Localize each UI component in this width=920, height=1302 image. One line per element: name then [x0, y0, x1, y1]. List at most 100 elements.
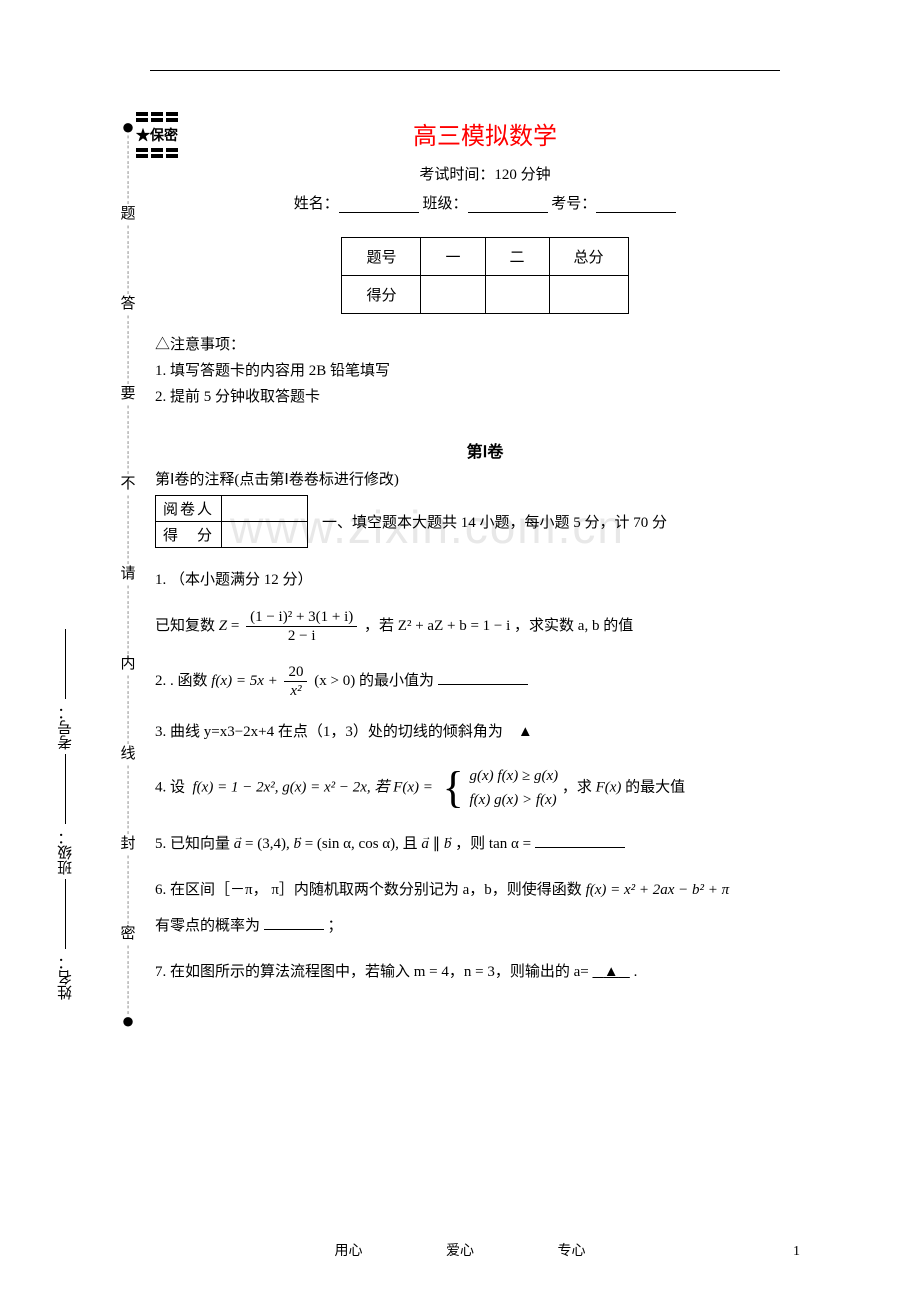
footer-text: 用心 — [335, 1240, 363, 1260]
q-text: ，若 — [364, 618, 394, 634]
q-text: 有零点的概率为 — [155, 918, 260, 934]
label-name: 姓名： — [294, 196, 339, 212]
q-points: （本小题满分 12 分） — [170, 572, 313, 588]
td[interactable] — [485, 276, 549, 314]
answer-mark[interactable]: ▲ — [518, 724, 533, 740]
blank-field[interactable] — [596, 199, 676, 213]
math: F(x) — [596, 779, 622, 795]
q-text: 的最大值 — [625, 779, 685, 795]
seal-char: 线 — [120, 744, 135, 764]
q-text: 曲线 y=x3−2x+4 在点（1，3）处的切线的倾斜角为 — [170, 724, 503, 740]
td[interactable] — [549, 276, 628, 314]
footer-text: 爱心 — [446, 1240, 474, 1260]
q-num: 7. — [155, 964, 166, 980]
q-num: 2. . — [155, 673, 174, 689]
question-4: 4. 设 f(x) = 1 − 2x², g(x) = x² − 2x, 若 F… — [155, 764, 815, 812]
q-num: 3. — [155, 724, 166, 740]
answer-mark[interactable]: ▲ — [604, 964, 619, 980]
blank-field[interactable] — [468, 199, 548, 213]
question-5: 5. 已知向量 →a = (3,4), →b = (sin α, cos α),… — [155, 830, 815, 858]
question-1: 1. （本小题满分 12 分） 已知复数 Z = (1 − i)² + 3(1 … — [155, 566, 815, 645]
math: = — [231, 618, 239, 634]
seal-line: ● ¦¦¦¦¦¦¦ 题 ¦¦¦¦¦¦¦ 答 ¦¦¦¦¦¦¦ 要 ¦¦¦¦¦¦¦ … — [120, 120, 136, 1180]
vector-b: →b — [444, 830, 452, 858]
td[interactable] — [222, 496, 308, 522]
notice-line: 1. 填写答题卡的内容用 2B 铅笔填写 — [155, 358, 815, 384]
q-num: 4. — [155, 779, 166, 795]
brace-icon: { — [443, 766, 464, 810]
q-text: 设 — [170, 779, 185, 795]
page-number: 1 — [793, 1244, 800, 1260]
seal-char: 请 — [120, 564, 135, 584]
q-text: ； — [328, 918, 343, 934]
math: = (3,4), — [245, 836, 293, 852]
cases: g(x) f(x) ≥ g(x) f(x) g(x) > f(x) — [470, 764, 559, 812]
dot-icon: ● — [121, 1014, 134, 1028]
math: f(x) = x² + 2ax − b² + π — [586, 882, 730, 898]
numerator: (1 − i)² + 3(1 + i) — [246, 608, 357, 627]
q-text: ，则 tan α = — [455, 836, 535, 852]
seal-char: 题 — [120, 204, 135, 224]
seal-char: 封 — [120, 834, 135, 854]
grader-table: 阅卷人 得 分 — [155, 495, 308, 548]
label-class: 班级： — [55, 830, 76, 875]
answer-blank[interactable] — [438, 671, 528, 685]
question-3: 3. 曲线 y=x3−2x+4 在点（1，3）处的切线的倾斜角为 ▲ — [155, 718, 815, 746]
seal-char: 内 — [120, 654, 135, 674]
q-text: ，求实数 a, b 的值 — [514, 618, 633, 634]
q-num: 1. — [155, 572, 166, 588]
q-text: 在区间［－π， π］内随机取两个数分别记为 a，b，则使得函数 — [170, 882, 582, 898]
answer-blank[interactable] — [535, 834, 625, 848]
table-row: 得分 — [342, 276, 628, 314]
section-note: 第Ⅰ卷的注释(点击第Ⅰ卷卷标进行修改) — [155, 468, 815, 489]
blank-field[interactable] — [339, 199, 419, 213]
q-text: 已知向量 — [170, 836, 230, 852]
math: f(x) = 1 − 2x², g(x) = x² − 2x, 若 F(x) = — [193, 779, 433, 795]
label-id: 考号： — [551, 196, 596, 212]
th: 一 — [421, 238, 485, 276]
q-text: 且 — [403, 836, 422, 852]
exam-time: 考试时间：120 分钟 — [155, 163, 815, 184]
answer-blank[interactable] — [264, 916, 324, 930]
blank-line — [65, 879, 66, 949]
case-line: g(x) f(x) ≥ g(x) — [470, 764, 559, 788]
secret-label: ★保密 — [127, 125, 187, 145]
td[interactable] — [222, 522, 308, 548]
seal-char: 要 — [120, 384, 135, 404]
grader-row: 阅卷人 得 分 一、填空题本大题共 14 小题，每小题 5 分，计 70 分 — [155, 495, 815, 548]
secret-block: ★保密 — [127, 110, 187, 160]
math: = (sin α, cos α), — [305, 836, 399, 852]
q-text: 在如图所示的算法流程图中，若输入 m = 4，n = 3，则输出的 a= — [170, 964, 589, 980]
td: 阅卷人 — [156, 496, 222, 522]
numerator: 20 — [284, 663, 307, 682]
label-class: 班级： — [422, 196, 467, 212]
q-text: 的最小值为 — [359, 673, 434, 689]
blank-line — [65, 629, 66, 699]
footer-text: 专心 — [558, 1240, 586, 1260]
question-6: 6. 在区间［－π， π］内随机取两个数分别记为 a，b，则使得函数 f(x) … — [155, 876, 815, 940]
th: 题号 — [342, 238, 421, 276]
th: 总分 — [549, 238, 628, 276]
q-num: 6. — [155, 882, 166, 898]
q-num: 5. — [155, 836, 166, 852]
th: 二 — [485, 238, 549, 276]
section-desc: 一、填空题本大题共 14 小题，每小题 5 分，计 70 分 — [322, 511, 667, 532]
td[interactable] — [421, 276, 485, 314]
denominator: x² — [284, 682, 307, 700]
q-text: . — [634, 964, 638, 980]
td: 得 分 — [156, 522, 222, 548]
section-head: 第Ⅰ卷 — [155, 438, 815, 462]
notice-block: △注意事项： 1. 填写答题卡的内容用 2B 铅笔填写 2. 提前 5 分钟收取… — [155, 332, 815, 410]
table-row: 题号 一 二 总分 — [342, 238, 628, 276]
td: 得分 — [342, 276, 421, 314]
student-fields: 姓名： 班级： 考号： — [155, 192, 815, 213]
page-title: 高三模拟数学 — [155, 116, 815, 151]
header-rule — [150, 70, 780, 71]
vector-b: →b — [293, 830, 301, 858]
math: Z — [219, 618, 227, 634]
vector-a: →a — [234, 830, 242, 858]
denominator: 2 − i — [246, 627, 357, 645]
question-7: 7. 在如图所示的算法流程图中，若输入 m = 4，n = 3，则输出的 a= … — [155, 958, 815, 986]
blank-line — [65, 754, 66, 824]
case-line: f(x) g(x) > f(x) — [470, 788, 559, 812]
